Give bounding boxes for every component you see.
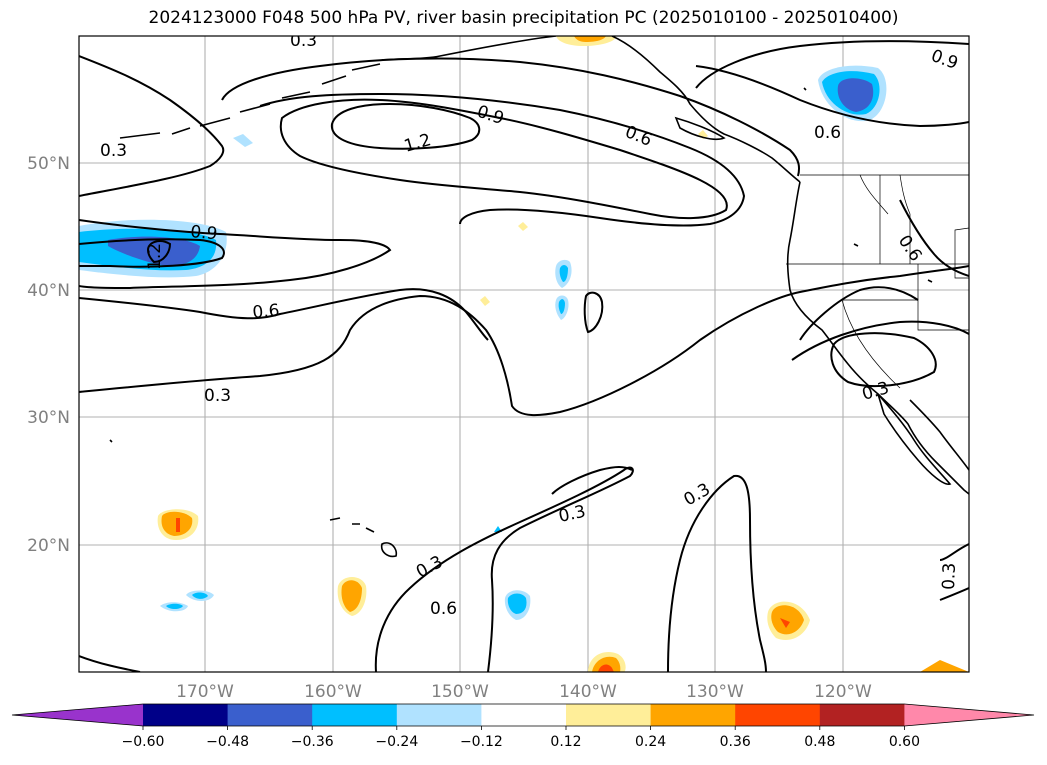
colorbar-tick-label: −0.24 <box>375 734 418 750</box>
pv-label: 0.6 <box>814 123 841 143</box>
colorbar-segment <box>819 704 905 726</box>
map-area <box>79 36 969 672</box>
colorbar-tick-label: −0.60 <box>122 734 165 750</box>
colorbar-segment <box>650 704 736 726</box>
colorbar-segment <box>143 704 229 726</box>
lon-label: 160°W <box>304 682 362 702</box>
map-title: 2024123000 F048 500 hPa PV, river basin … <box>148 8 899 28</box>
map-frame <box>78 35 970 673</box>
pv-contours <box>79 40 969 672</box>
pv-label: 0.3 <box>204 386 231 406</box>
colorbar-segment <box>566 704 652 726</box>
lat-label: 30°N <box>27 408 70 428</box>
lon-label: 170°W <box>176 682 234 702</box>
colorbar-tick-label: −0.12 <box>460 734 503 750</box>
pv-label: 0.3 <box>100 141 127 161</box>
pv-label: 0.3 <box>939 562 960 590</box>
pv-label: 0.6 <box>430 599 457 619</box>
colorbar-segment <box>312 704 398 726</box>
colorbar: −0.60 −0.48 −0.36 −0.24 −0.12 0.12 0.24 0.36 0.4… <box>11 703 1035 750</box>
lat-label: 40°N <box>27 281 70 301</box>
colorbar-segment <box>227 704 313 726</box>
pv-label: 0.9 <box>190 222 219 244</box>
colorbar-extend-max <box>904 704 1034 726</box>
lon-label: 150°W <box>431 682 489 702</box>
lon-label: 130°W <box>686 682 744 702</box>
colorbar-segment <box>396 704 482 726</box>
lat-label: 50°N <box>27 154 70 174</box>
latitude-labels: 50°N 40°N 30°N 20°N <box>27 154 70 556</box>
colorbar-segment <box>481 704 567 726</box>
lat-label: 20°N <box>27 536 70 556</box>
coastlines <box>109 36 969 558</box>
colorbar-tick-label: 0.60 <box>889 734 920 750</box>
colorbar-tick-label: −0.48 <box>206 734 249 750</box>
colorbar-tick-label: 0.24 <box>635 734 666 750</box>
colorbar-tick-label: −0.36 <box>291 734 334 750</box>
colorbar-tick-label: 0.48 <box>804 734 835 750</box>
pv-label: 0.3 <box>290 31 317 51</box>
colorbar-tick-label: 0.36 <box>720 734 751 750</box>
pv-label: 0.6 <box>252 301 281 323</box>
colorbar-extend-min <box>12 704 143 726</box>
lon-label: 120°W <box>814 682 872 702</box>
pv-label: 1.2 <box>145 243 165 270</box>
colorbar-tick-label: 0.12 <box>550 734 581 750</box>
colorbar-segment <box>735 704 821 726</box>
lon-label: 140°W <box>559 682 617 702</box>
longitude-labels: 170°W 160°W 150°W 140°W 130°W 120°W <box>176 682 872 702</box>
